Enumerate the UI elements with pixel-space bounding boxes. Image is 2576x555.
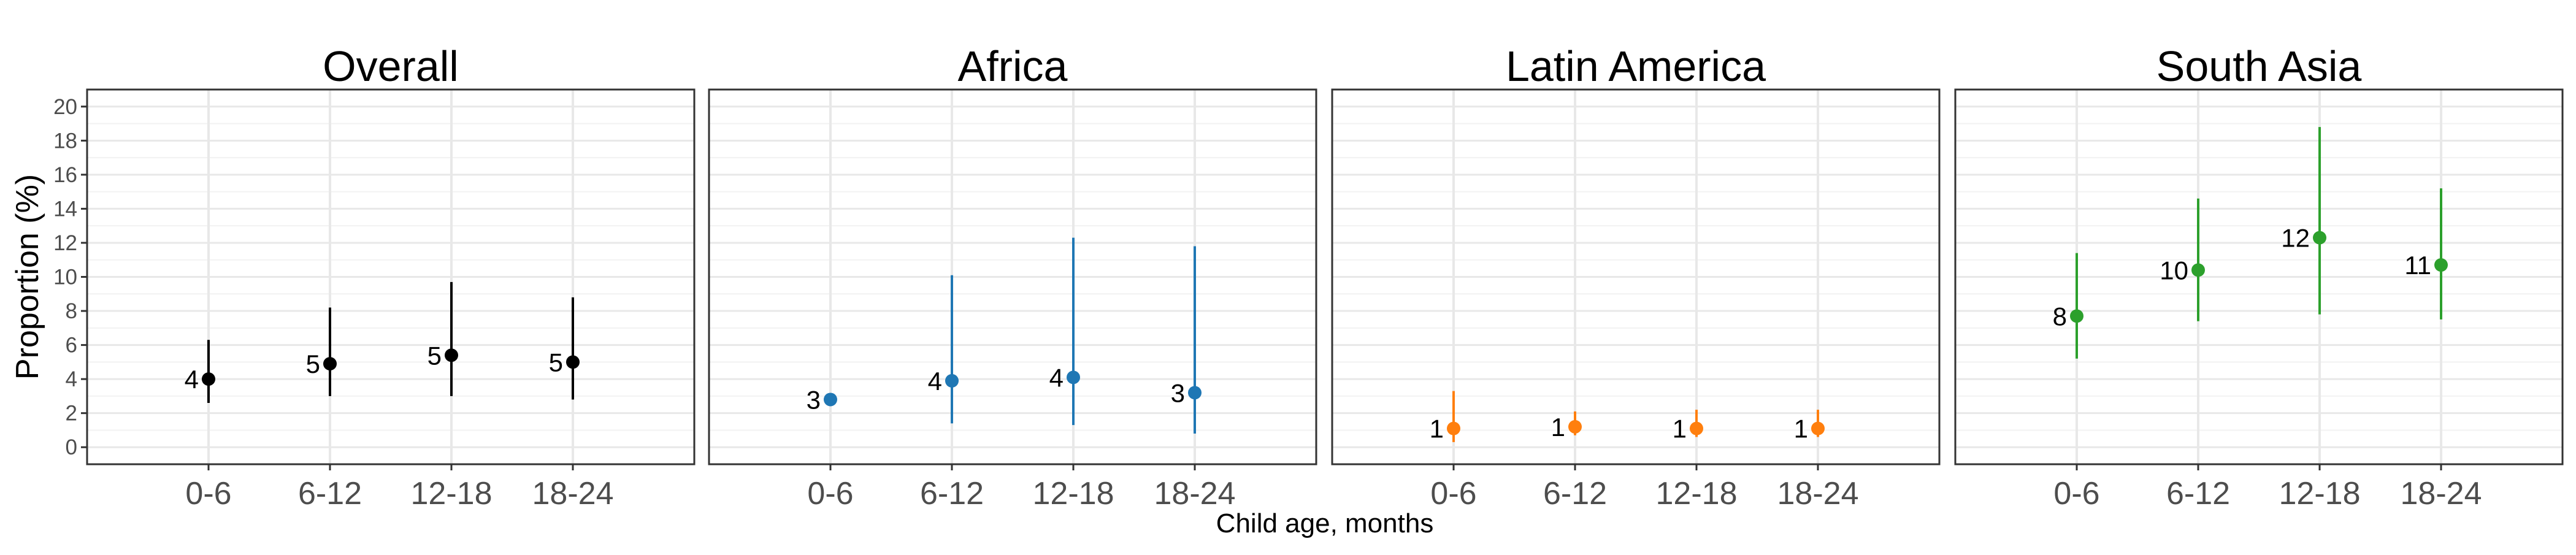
y-tick-label: 6 bbox=[66, 334, 77, 358]
panel-border bbox=[708, 88, 1317, 465]
y-tick-label: 12 bbox=[53, 231, 77, 255]
panel-title: Latin America bbox=[1506, 42, 1766, 90]
y-tick-label: 2 bbox=[66, 402, 77, 426]
x-tick-label: 18-24 bbox=[532, 476, 614, 511]
x-axis-title: Child age, months bbox=[1216, 508, 1434, 538]
data-label: 4 bbox=[928, 367, 942, 396]
data-label: 1 bbox=[1794, 415, 1808, 443]
panel-title: Overall bbox=[323, 42, 459, 90]
data-point bbox=[1568, 419, 1582, 434]
y-axis-title: Proportion (%) bbox=[10, 174, 45, 380]
x-tick-label: 0-6 bbox=[807, 476, 853, 511]
x-tick-label: 6-12 bbox=[1543, 476, 1607, 511]
data-label: 4 bbox=[1049, 363, 1064, 392]
data-point bbox=[2434, 258, 2448, 272]
data-point bbox=[824, 392, 837, 407]
x-tick-label: 6-12 bbox=[2166, 476, 2230, 511]
data-point bbox=[1447, 421, 1460, 435]
data-label: 1 bbox=[1673, 415, 1687, 443]
x-tick-label: 18-24 bbox=[2401, 476, 2482, 511]
y-tick-label: 8 bbox=[66, 299, 77, 323]
x-tick-label: 12-18 bbox=[411, 476, 493, 511]
data-label: 1 bbox=[1430, 415, 1444, 443]
y-tick-label: 16 bbox=[53, 163, 77, 187]
y-tick-label: 0 bbox=[66, 435, 77, 459]
x-tick-label: 18-24 bbox=[1777, 476, 1859, 511]
data-label: 8 bbox=[2053, 302, 2067, 331]
data-point bbox=[1188, 386, 1202, 400]
x-tick-label: 0-6 bbox=[185, 476, 231, 511]
x-tick-label: 6-12 bbox=[298, 476, 362, 511]
data-point bbox=[2191, 263, 2205, 277]
data-point bbox=[2070, 309, 2083, 323]
data-point bbox=[445, 348, 458, 362]
x-tick-label: 12-18 bbox=[1656, 476, 1738, 511]
data-label: 4 bbox=[185, 365, 199, 394]
y-tick-label: 18 bbox=[53, 129, 77, 153]
x-tick-label: 18-24 bbox=[1154, 476, 1236, 511]
x-tick-label: 0-6 bbox=[1430, 476, 1476, 511]
x-tick-label: 6-12 bbox=[920, 476, 984, 511]
data-label: 11 bbox=[2404, 251, 2431, 280]
y-tick-label: 14 bbox=[53, 197, 77, 221]
data-point bbox=[202, 372, 215, 386]
x-tick-label: 12-18 bbox=[2279, 476, 2361, 511]
panel-border bbox=[1954, 88, 2564, 465]
data-label: 5 bbox=[549, 348, 563, 377]
data-label: 5 bbox=[427, 341, 442, 370]
data-point bbox=[323, 357, 337, 371]
data-label: 1 bbox=[1551, 413, 1565, 442]
data-label: 5 bbox=[306, 350, 320, 378]
data-point bbox=[1811, 421, 1825, 435]
x-tick-label: 12-18 bbox=[1033, 476, 1114, 511]
panel-border bbox=[1331, 88, 1941, 465]
data-point bbox=[2313, 231, 2326, 245]
data-point bbox=[1067, 370, 1080, 385]
data-point bbox=[945, 373, 959, 388]
data-point bbox=[1690, 421, 1703, 435]
x-tick-label: 0-6 bbox=[2053, 476, 2099, 511]
data-point bbox=[566, 355, 580, 369]
data-label: 10 bbox=[2160, 256, 2188, 285]
data-label: 3 bbox=[807, 385, 821, 414]
data-label: 3 bbox=[1171, 378, 1185, 407]
y-tick-label: 20 bbox=[53, 95, 77, 119]
y-tick-label: 10 bbox=[53, 266, 77, 289]
data-label: 12 bbox=[2281, 224, 2310, 253]
y-tick-label: 4 bbox=[66, 367, 77, 391]
panel-title: South Asia bbox=[2156, 42, 2362, 90]
panel-title: Africa bbox=[958, 42, 1068, 90]
panel-border bbox=[86, 88, 696, 465]
